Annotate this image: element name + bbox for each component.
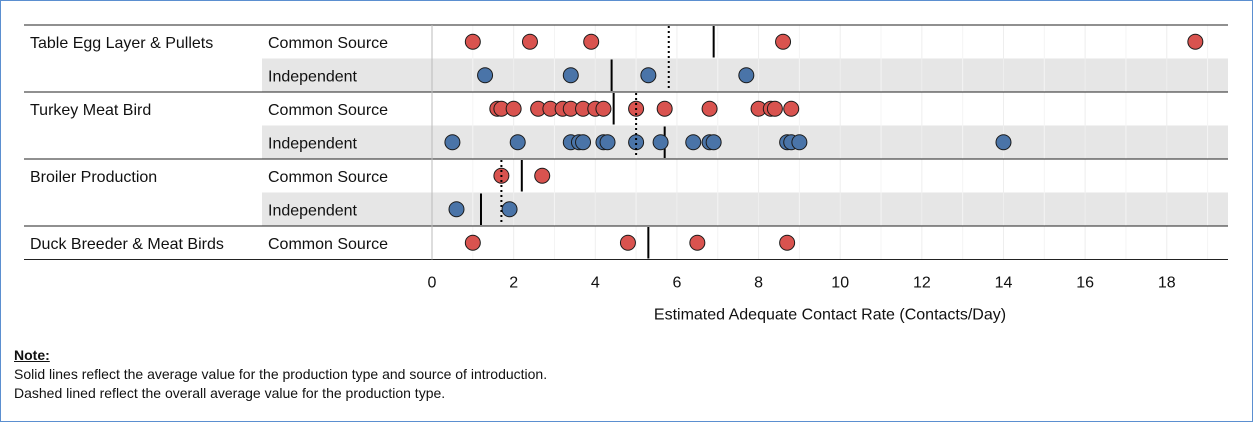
- data-point: [775, 33, 792, 50]
- data-point: [705, 134, 722, 151]
- data-point: [583, 33, 600, 50]
- data-point: [477, 67, 494, 84]
- data-point: [1187, 33, 1204, 50]
- x-tick-label: 6: [672, 275, 681, 292]
- data-point: [534, 167, 551, 184]
- data-point: [521, 33, 538, 50]
- production-type-label: Table Egg Layer & Pullets: [30, 35, 213, 52]
- source-label: Common Source: [268, 35, 388, 52]
- data-point: [595, 100, 612, 117]
- x-tick-label: 10: [831, 275, 849, 292]
- note-line-1: Solid lines reflect the average value fo…: [14, 366, 548, 382]
- data-point: [575, 134, 592, 151]
- data-point: [766, 100, 783, 117]
- data-point: [738, 67, 755, 84]
- data-point: [505, 100, 522, 117]
- data-point: [791, 134, 808, 151]
- data-point: [599, 134, 616, 151]
- x-axis-label: Estimated Adequate Contact Rate (Contact…: [654, 307, 1006, 324]
- independent-row-band: [262, 125, 1228, 159]
- x-tick-label: 12: [913, 275, 931, 292]
- x-tick-label: 2: [509, 275, 518, 292]
- data-point: [448, 201, 465, 218]
- production-type-label: Duck Breeder & Meat Birds: [30, 236, 224, 253]
- x-tick-label: 18: [1158, 275, 1176, 292]
- data-point: [652, 134, 669, 151]
- data-point: [444, 134, 461, 151]
- production-type-label: Broiler Production: [30, 169, 157, 186]
- data-point: [685, 134, 702, 151]
- data-point: [779, 234, 796, 251]
- note-box: Note: Solid lines reflect the average va…: [14, 346, 547, 403]
- data-point: [619, 234, 636, 251]
- x-tick-label: 4: [591, 275, 600, 292]
- source-label: Independent: [268, 68, 358, 85]
- source-label: Common Source: [268, 236, 388, 253]
- data-point: [701, 100, 718, 117]
- note-title: Note:: [14, 347, 50, 363]
- source-label: Independent: [268, 135, 358, 152]
- data-point: [995, 134, 1012, 151]
- x-tick-label: 14: [995, 275, 1013, 292]
- data-point: [628, 134, 645, 151]
- x-tick-label: 8: [754, 275, 763, 292]
- production-type-label: Turkey Meat Bird: [30, 102, 151, 119]
- data-point: [501, 201, 518, 218]
- source-label: Common Source: [268, 169, 388, 186]
- dot-plot: Table Egg Layer & Pullets Common Source In…: [24, 24, 1228, 324]
- note-line-2: Dashed lined reflect the overall average…: [14, 385, 446, 401]
- independent-row-band: [262, 192, 1228, 226]
- data-point: [509, 134, 526, 151]
- data-point: [689, 234, 706, 251]
- x-tick-label: 16: [1076, 275, 1094, 292]
- data-point: [562, 67, 579, 84]
- source-label: Independent: [268, 202, 358, 219]
- x-tick-label: 0: [428, 275, 437, 292]
- data-point: [464, 33, 481, 50]
- source-label: Common Source: [268, 102, 388, 119]
- data-point: [464, 234, 481, 251]
- data-point: [640, 67, 657, 84]
- data-point: [656, 100, 673, 117]
- data-point: [783, 100, 800, 117]
